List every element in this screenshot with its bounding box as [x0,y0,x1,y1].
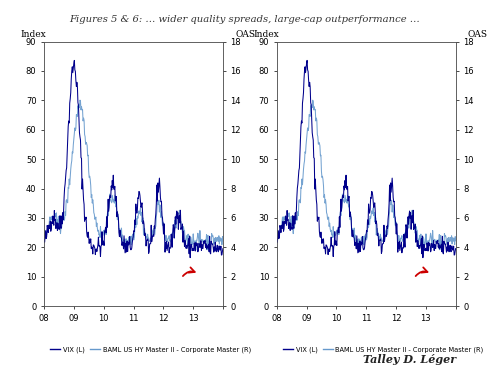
Text: OAS: OAS [235,30,255,39]
Text: Figures 5 & 6: … wider quality spreads, large-cap outperformance …: Figures 5 & 6: … wider quality spreads, … [70,15,420,24]
Text: Index: Index [254,30,279,39]
Legend: VIX (L), BAML US HY Master II - Corporate Master (R): VIX (L), BAML US HY Master II - Corporat… [48,344,253,356]
Text: Index: Index [21,30,47,39]
Text: OAS: OAS [468,30,488,39]
Text: Talley D. Léger: Talley D. Léger [363,354,456,365]
Legend: VIX (L), BAML US HY Master II - Corporate Master (R): VIX (L), BAML US HY Master II - Corporat… [280,344,486,356]
